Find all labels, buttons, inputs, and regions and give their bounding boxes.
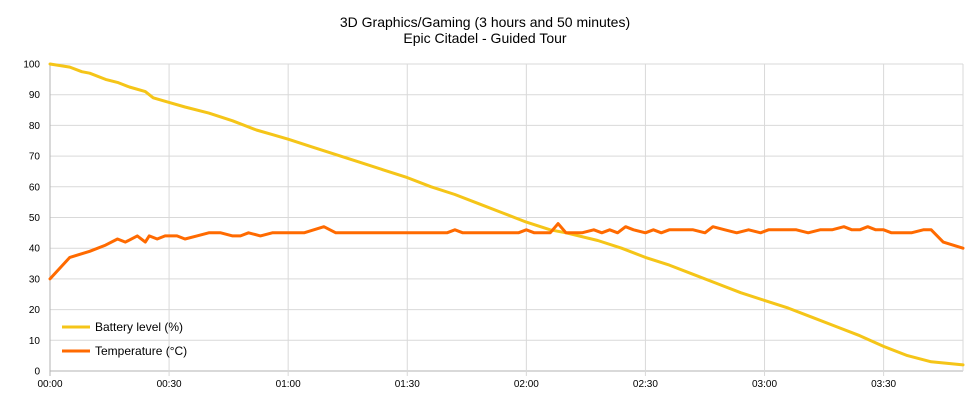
battery-level-line: [48, 62, 965, 367]
x-tick-label: 03:00: [752, 379, 777, 390]
y-tick-label: 70: [29, 152, 41, 163]
x-tick-label: 00:30: [157, 379, 182, 390]
x-tick-label: 01:30: [395, 379, 420, 390]
y-tick-label: 0: [34, 367, 40, 378]
x-tick-label: 02:30: [633, 379, 658, 390]
y-tick-label: 10: [29, 336, 41, 347]
x-tick-label: 01:00: [276, 379, 301, 390]
y-tick-label: 80: [29, 121, 41, 132]
series-lines: [48, 62, 965, 367]
y-tick-label: 100: [23, 60, 40, 71]
legend: Battery level (%) Temperature (°C): [62, 320, 187, 358]
y-tick-label: 40: [29, 244, 41, 255]
y-tick-label: 20: [29, 305, 41, 316]
x-tick-label: 03:30: [871, 379, 896, 390]
y-tick-label: 60: [29, 182, 41, 193]
x-tick-label: 02:00: [514, 379, 539, 390]
x-tick-label: 00:00: [37, 379, 62, 390]
chart-title: 3D Graphics/Gaming (3 hours and 50 minut…: [340, 14, 630, 30]
x-axis-tick-labels: 00:00 00:30 01:00 01:30 02:00 02:30 03:00 03:30: [37, 379, 896, 390]
chart-subtitle: Epic Citadel - Guided Tour: [403, 30, 566, 46]
legend-label: Battery level (%): [95, 320, 183, 334]
y-tick-label: 50: [29, 213, 41, 224]
temperature-line: [48, 222, 965, 281]
gridlines: [49, 63, 964, 376]
y-tick-label: 90: [29, 90, 41, 101]
y-axis-tick-labels: 0 10 20 30 40 50 60 70 80 90 100: [23, 60, 40, 378]
y-tick-label: 30: [29, 274, 41, 285]
legend-label: Temperature (°C): [95, 344, 187, 358]
